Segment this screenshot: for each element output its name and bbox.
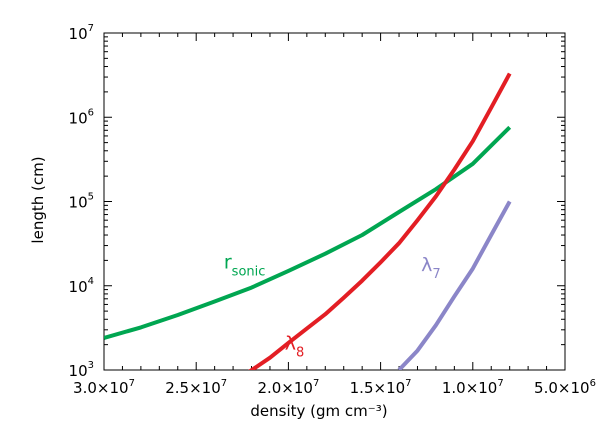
y-tick-label: 104 (69, 276, 94, 296)
plot-border (103, 32, 566, 371)
series-lines (104, 72, 512, 370)
series-label-0: rsonic (224, 252, 266, 280)
series-label-2: λ7 (421, 254, 441, 282)
x-tick-label: 3.0×107 (73, 378, 135, 397)
y-axis-ticks: 103 104 105 106 107 (69, 23, 565, 380)
y-axis-title: length (cm) (29, 156, 47, 243)
plot-frame (103, 32, 566, 371)
x-tick-label: 2.5×107 (165, 378, 227, 397)
x-tick-label: 5.0×106 (534, 378, 596, 397)
series-line-1 (248, 72, 512, 370)
y-tick-label: 107 (69, 23, 94, 43)
x-axis-ticks: 3.0×107 2.5×107 2.0×107 1.5×107 1.0×107 5.0×1… (73, 33, 596, 397)
x-axis-title: density (gm cm⁻³) (250, 402, 387, 420)
series-label-1: λ8 (285, 333, 305, 361)
series-line-2 (397, 200, 512, 370)
x-tick-label: 1.5×107 (350, 378, 412, 397)
series-labels: rsonic λ8 λ7 (224, 252, 441, 361)
x-tick-label: 2.0×107 (257, 378, 319, 397)
y-tick-label: 106 (69, 107, 94, 127)
y-tick-label: 103 (69, 360, 94, 380)
x-tick-label: 1.0×107 (442, 378, 504, 397)
y-tick-label: 105 (69, 192, 94, 212)
